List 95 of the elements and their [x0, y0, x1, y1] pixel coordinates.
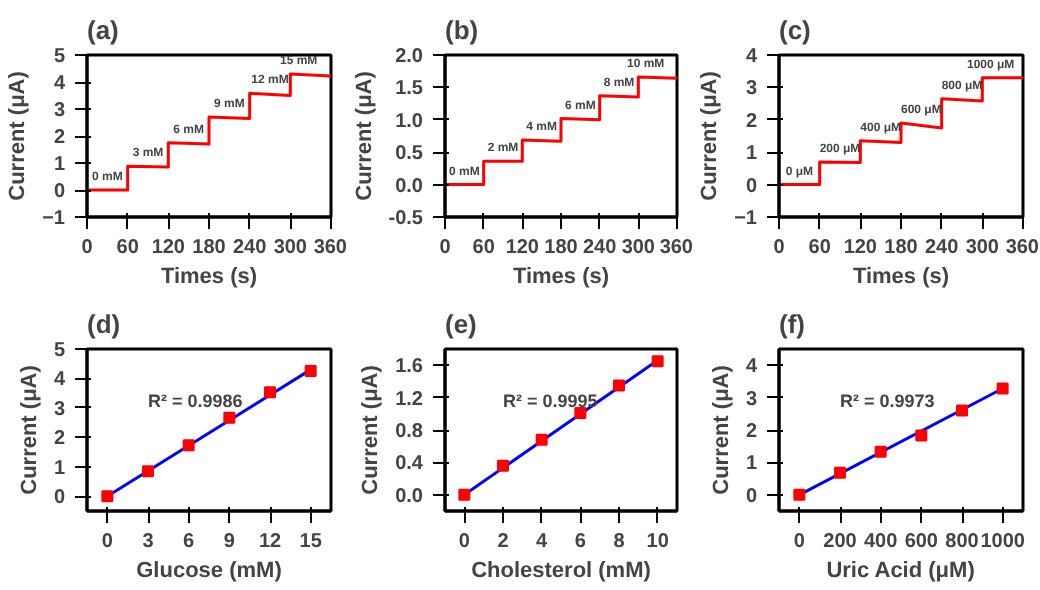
x-tick-label: 2 [497, 531, 510, 553]
x-tick-label: 10 [646, 531, 670, 553]
x-tick-label: 0 [439, 237, 452, 259]
y-tick-label: 0 [53, 181, 66, 203]
x-tick-label: 1000 [980, 531, 1026, 553]
x-axis-title: Glucose (mM) [136, 559, 283, 583]
annotation: R² = 0.9995 [503, 390, 598, 411]
y-tick-label: 0 [745, 485, 758, 508]
y-tick-label: −1 [42, 208, 66, 230]
x-tick-label: 120 [151, 237, 186, 259]
y-tick-label: 1.0 [395, 110, 424, 133]
y-tick-label: 1.5 [395, 78, 424, 101]
chart-title: (b) [445, 15, 479, 45]
y-tick-label: 2 [53, 428, 66, 451]
x-tick-label: 800 [945, 531, 980, 553]
x-axis-title: Times (s) [512, 265, 610, 289]
y-tick-label: 1.6 [395, 356, 424, 379]
x-tick-label: 8 [613, 531, 626, 553]
y-tick-label: 0.0 [395, 485, 424, 508]
x-tick-label: 60 [472, 237, 496, 259]
x-tick-label: 360 [659, 237, 694, 259]
y-axis-title: Current (μA) [698, 70, 723, 201]
x-tick-label: 3 [142, 531, 155, 553]
y-tick-label: 5 [53, 46, 66, 68]
x-tick-label: 0 [458, 531, 471, 553]
y-tick-label: 0.4 [395, 453, 424, 476]
x-tick-label: 9 [223, 531, 236, 553]
y-tick-label: 3 [53, 100, 66, 122]
x-tick-label: 200 [823, 531, 858, 553]
x-tick-label: 120 [505, 237, 540, 259]
y-axis-title: Current (μA) [6, 70, 31, 201]
chart-title: (e) [445, 309, 477, 339]
y-tick-label: −1 [734, 208, 758, 230]
chart-title: (f) [779, 309, 805, 339]
x-tick-label: 0 [773, 237, 786, 259]
y-tick-label: 0.0 [395, 175, 424, 198]
y-axis-title: Current (μA) [352, 70, 377, 201]
x-tick-label: 6 [183, 531, 196, 553]
y-tick-label: 2 [745, 110, 758, 133]
x-tick-label: 0 [81, 237, 94, 259]
x-tick-label: 12 [258, 531, 282, 553]
x-axis-title: Times (s) [160, 265, 258, 289]
chart-title: (a) [87, 15, 119, 45]
y-tick-label: 2.0 [395, 46, 424, 68]
y-tick-label: 3 [53, 398, 66, 421]
x-tick-label: 60 [116, 237, 140, 259]
y-tick-label: 2 [53, 127, 66, 149]
y-tick-label: 4 [745, 356, 758, 379]
x-tick-label: 6 [574, 531, 587, 553]
y-tick-label: 3 [745, 388, 758, 411]
y-tick-label: 1 [745, 143, 758, 166]
annotation: R² = 0.9986 [148, 390, 243, 411]
x-tick-label: 120 [843, 237, 878, 259]
x-axis-title: Times (s) [852, 265, 950, 289]
y-tick-label: 5 [53, 340, 66, 362]
y-tick-label: 2 [745, 421, 758, 443]
y-tick-label: 0 [53, 487, 66, 510]
x-tick-label: 0 [101, 531, 114, 553]
y-tick-label: 3 [745, 78, 758, 101]
x-tick-label: 180 [544, 237, 579, 259]
x-axis-title: Cholesterol (mM) [471, 559, 652, 583]
chart-title: (c) [779, 15, 811, 45]
x-tick-label: 300 [273, 237, 308, 259]
x-tick-label: 360 [313, 237, 348, 259]
x-tick-label: 0 [793, 531, 806, 553]
y-tick-label: 0.5 [395, 143, 424, 166]
x-tick-label: 4 [536, 531, 549, 553]
chart-title: (d) [87, 309, 121, 339]
x-tick-label: 360 [1005, 237, 1040, 259]
y-axis-title: Current (μA) [709, 364, 734, 495]
x-tick-label: 60 [808, 237, 832, 259]
x-tick-label: 300 [965, 237, 1000, 259]
x-tick-label: 180 [884, 237, 919, 259]
y-tick-label: 4 [745, 46, 758, 68]
y-tick-label: 4 [53, 369, 66, 392]
x-axis-title: Uric Acid (μM) [826, 559, 976, 583]
y-tick-label: -0.5 [388, 208, 424, 230]
x-tick-label: 15 [299, 531, 323, 553]
y-axis-title: Current (μA) [359, 364, 384, 495]
x-tick-label: 180 [192, 237, 227, 259]
y-tick-label: 0 [745, 175, 758, 198]
y-tick-label: 1 [53, 457, 66, 480]
x-tick-label: 300 [621, 237, 656, 259]
x-tick-label: 240 [232, 237, 268, 259]
y-tick-label: 1.2 [395, 388, 424, 411]
x-tick-label: 240 [924, 237, 960, 259]
annotation: R² = 0.9973 [840, 390, 935, 411]
y-tick-label: 4 [53, 73, 66, 95]
y-tick-label: 1 [745, 453, 758, 476]
x-tick-label: 240 [582, 237, 618, 259]
y-axis-title: Current (μA) [17, 364, 42, 495]
y-tick-label: 0.8 [395, 421, 424, 443]
x-tick-label: 400 [863, 531, 899, 553]
y-tick-label: 1 [53, 154, 66, 176]
x-tick-label: 600 [904, 531, 939, 553]
